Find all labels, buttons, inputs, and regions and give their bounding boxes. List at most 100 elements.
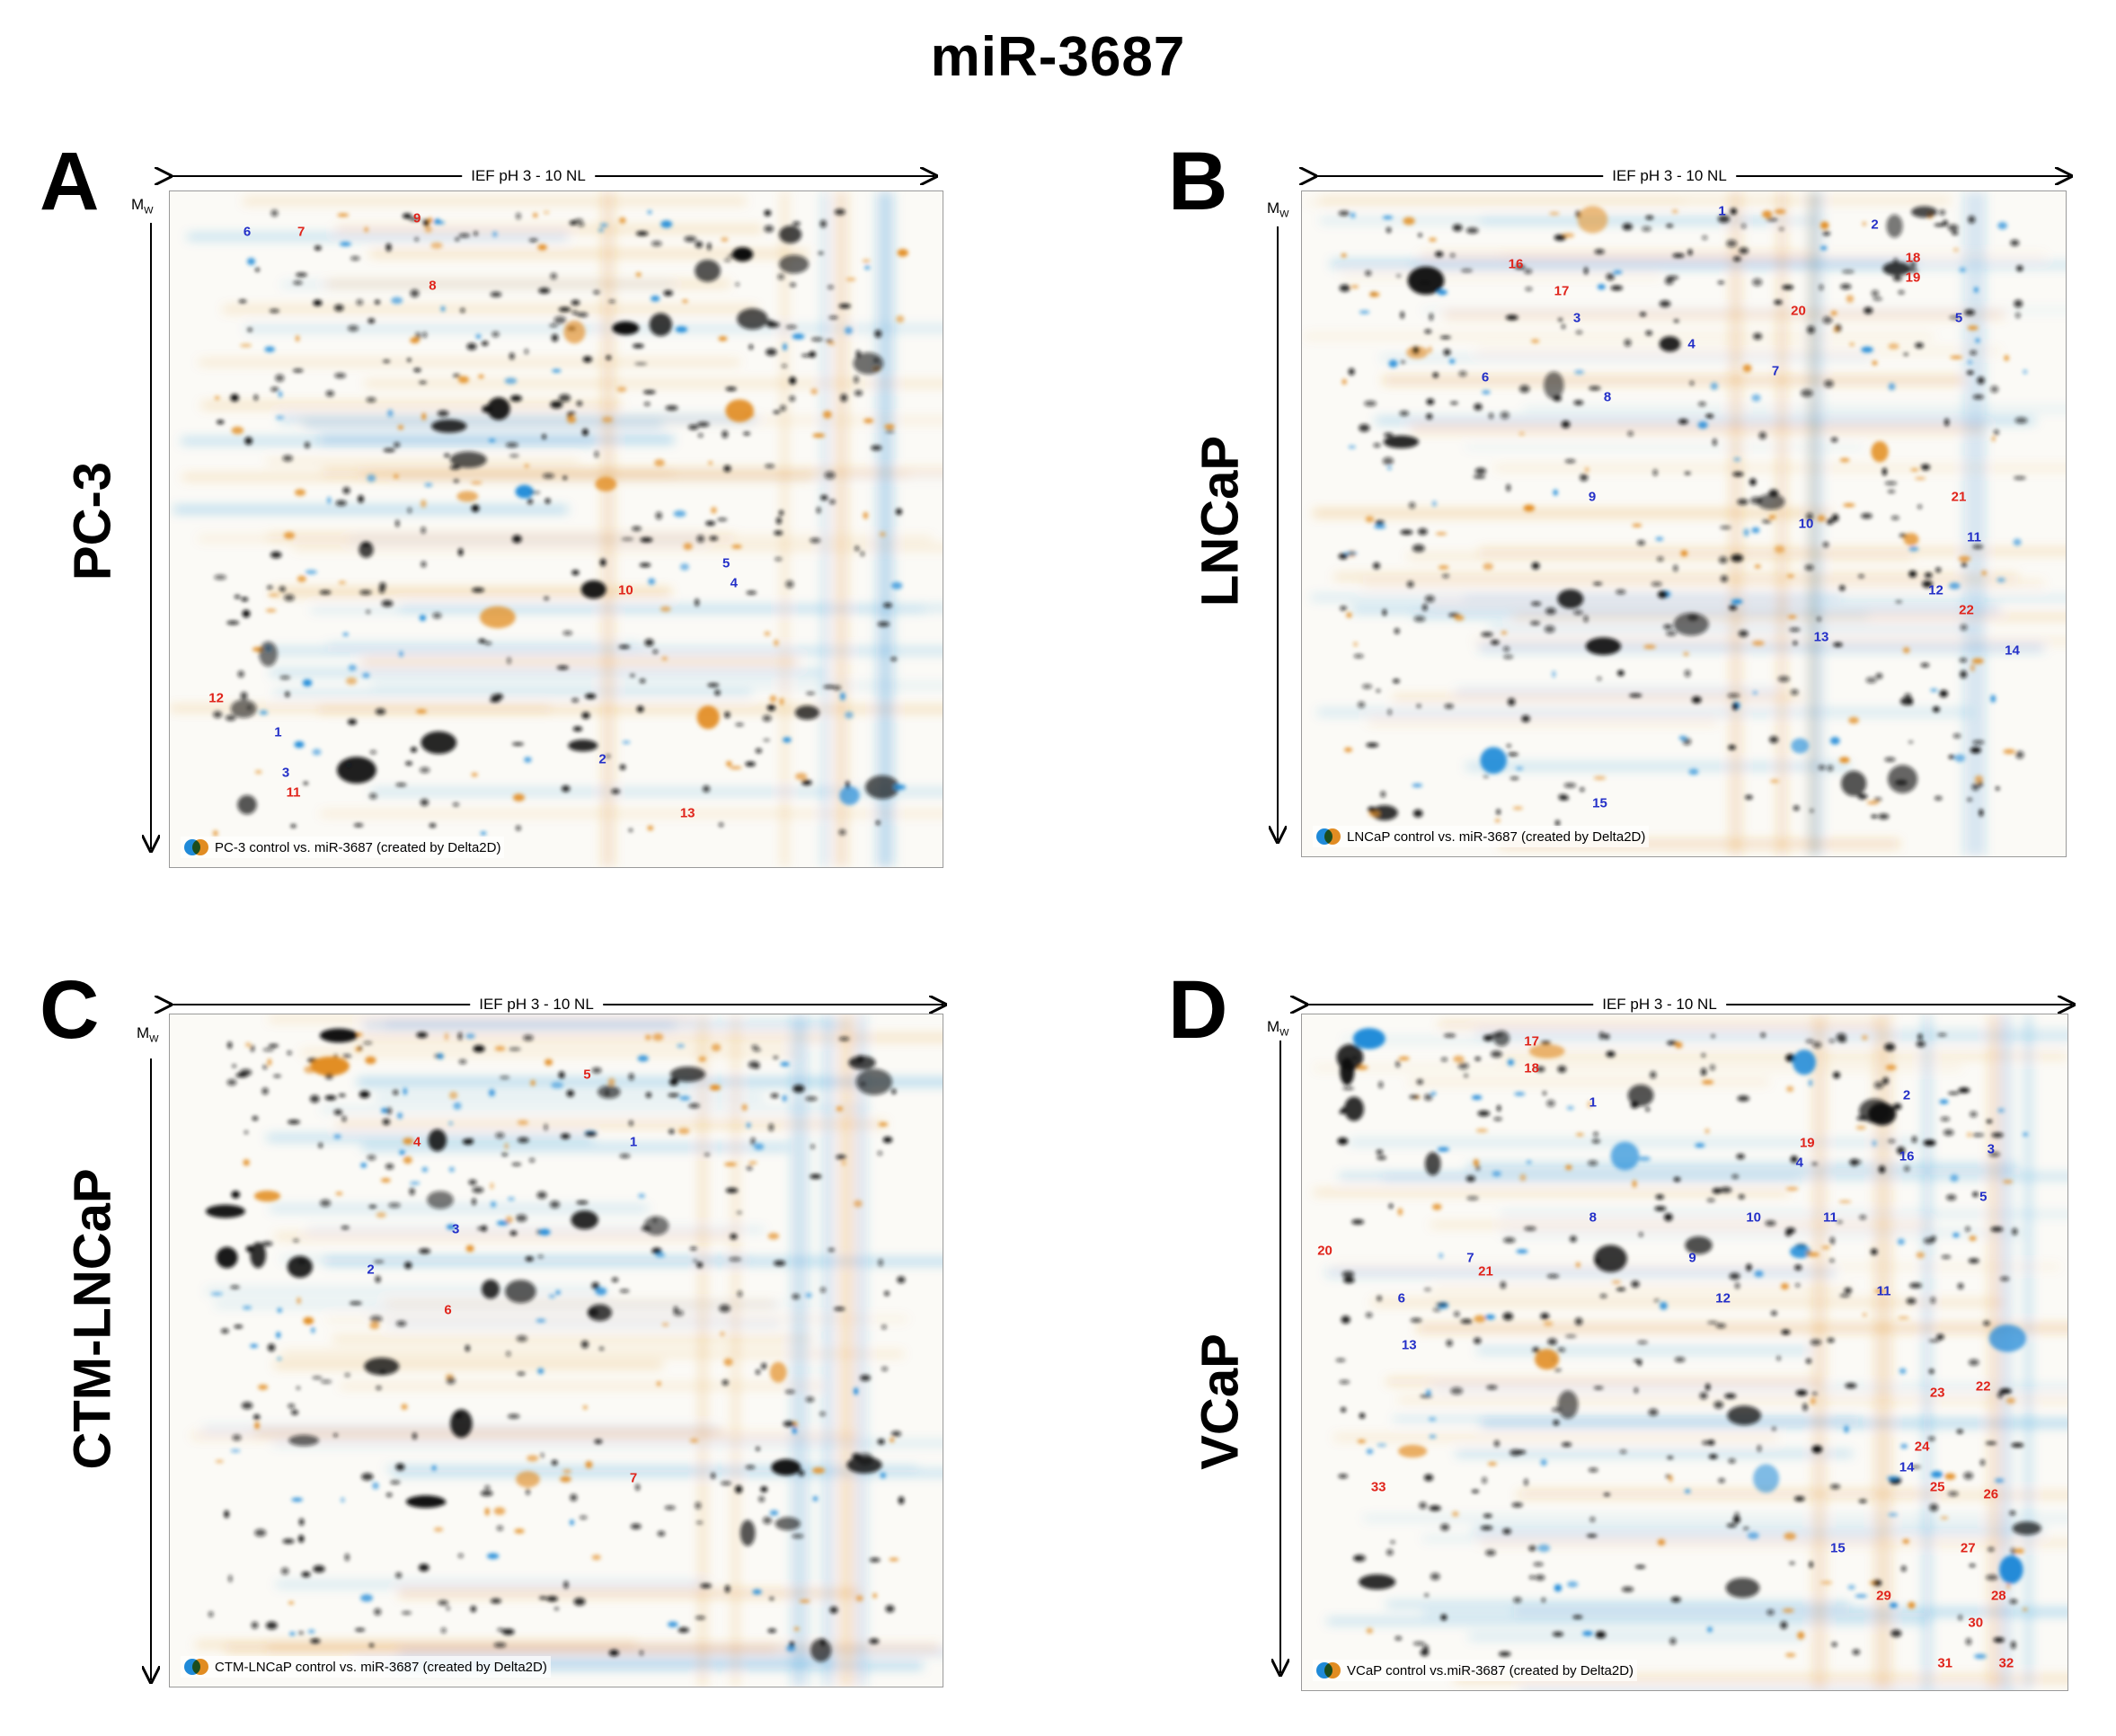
mw-axis-label-c: MW — [137, 1024, 159, 1045]
spot-label: 17 — [1524, 1033, 1539, 1050]
spot-label: 3 — [1572, 310, 1581, 326]
spot-label: 26 — [1983, 1486, 1999, 1502]
spot-label: 22 — [1959, 602, 1974, 618]
spot-label: 9 — [1688, 1250, 1696, 1266]
spot-label: 24 — [1914, 1439, 1930, 1455]
spot-label: 9 — [1588, 489, 1597, 505]
panel-letter-a: A — [40, 136, 100, 227]
gel-caption: CTM-LNCaP control vs. miR-3687 (created … — [181, 1656, 551, 1678]
gel-caption: VCaP control vs.miR-3687 (created by Del… — [1313, 1660, 1638, 1681]
spot-label: 20 — [1317, 1243, 1332, 1259]
spot-label: 19 — [1799, 1135, 1815, 1151]
spot-label: 13 — [1813, 629, 1829, 645]
spot-label: 19 — [1905, 270, 1921, 286]
spot-label: 22 — [1975, 1378, 1991, 1395]
spot-label: 12 — [208, 690, 224, 706]
mw-axis-label-a: MW — [131, 196, 154, 217]
spot-label: 6 — [1481, 369, 1490, 385]
ief-axis-label-b: IEF pH 3 - 10 NL — [1603, 167, 1736, 185]
spot-label: 10 — [1798, 516, 1814, 532]
spot-label: 4 — [413, 1134, 421, 1150]
spot-label: 14 — [2005, 642, 2020, 659]
spot-label: 7 — [629, 1470, 638, 1486]
spot-label: 7 — [1771, 363, 1780, 379]
spot-label: 15 — [1830, 1540, 1846, 1556]
spot-label: 8 — [1589, 1209, 1597, 1226]
spot-label: 2 — [1871, 217, 1879, 233]
ief-axis-label-a: IEF pH 3 - 10 NL — [462, 167, 595, 185]
gel-image-ctm-lncap: CTM-LNCaP control vs. miR-3687 (created … — [169, 1014, 943, 1687]
spot-label: 30 — [1968, 1615, 1984, 1631]
spot-label: 11 — [1876, 1283, 1891, 1299]
panel-letter-d: D — [1168, 964, 1228, 1056]
spot-label: 1 — [1589, 1094, 1597, 1111]
spot-label: 3 — [281, 765, 290, 781]
spot-label: 11 — [1967, 529, 1981, 545]
ief-axis-label-c: IEF pH 3 - 10 NL — [470, 996, 603, 1014]
spot-label: 11 — [1822, 1209, 1837, 1226]
spot-label: 6 — [1397, 1290, 1405, 1306]
panel-letter-b: B — [1168, 136, 1228, 227]
spot-label: 3 — [452, 1221, 460, 1237]
spot-label: 27 — [1960, 1540, 1976, 1556]
spot-label: 29 — [1876, 1588, 1891, 1604]
spot-label: 4 — [730, 575, 738, 591]
spot-label: 6 — [243, 224, 252, 240]
spot-label: 2 — [367, 1262, 375, 1278]
spot-label: 5 — [1979, 1189, 1988, 1205]
spot-label: 14 — [1899, 1459, 1915, 1475]
spot-label: 28 — [1990, 1588, 2006, 1604]
overlay-legend-icon — [1316, 1661, 1341, 1680]
spot-label: 1 — [1718, 203, 1726, 219]
spot-label: 18 — [1524, 1060, 1539, 1076]
spot-label: 10 — [618, 582, 633, 598]
gel-image-lncap: LNCaP control vs. miR-3687 (created by D… — [1301, 190, 2067, 857]
spot-label: 3 — [1987, 1141, 1995, 1157]
spot-label: 7 — [297, 224, 305, 240]
overlay-legend-icon — [1316, 827, 1341, 846]
spot-label: 31 — [1937, 1655, 1953, 1671]
spot-label: 21 — [1478, 1263, 1493, 1280]
spot-label: 17 — [1554, 283, 1570, 299]
spot-label: 16 — [1508, 256, 1524, 272]
spot-label: 13 — [1401, 1337, 1417, 1353]
spot-label: 23 — [1929, 1385, 1945, 1401]
spot-label: 12 — [1715, 1290, 1731, 1306]
gel-caption: LNCaP control vs. miR-3687 (created by D… — [1313, 826, 1650, 847]
gel-image-vcap: VCaP control vs.miR-3687 (created by Del… — [1301, 1014, 2068, 1691]
spot-label: 7 — [1466, 1250, 1474, 1266]
spot-label: 5 — [722, 555, 730, 571]
spot-label: 18 — [1905, 250, 1921, 266]
spot-label: 20 — [1791, 303, 1806, 319]
spot-label: 6 — [444, 1302, 452, 1318]
spot-label: 21 — [1951, 489, 1967, 505]
figure-title: miR-3687 — [930, 26, 1186, 88]
spot-label: 4 — [1687, 336, 1695, 352]
spot-label: 2 — [598, 751, 606, 767]
spot-label: 8 — [1603, 389, 1612, 405]
panel-letter-c: C — [40, 964, 100, 1056]
spot-label: 33 — [1370, 1479, 1386, 1495]
overlay-legend-icon — [184, 1657, 208, 1677]
spot-label: 1 — [274, 724, 282, 740]
spot-label: 11 — [286, 784, 301, 801]
spot-label: 1 — [629, 1134, 638, 1150]
spot-label: 10 — [1746, 1209, 1762, 1226]
spot-label: 16 — [1899, 1148, 1915, 1165]
mw-axis-label-b: MW — [1267, 199, 1289, 220]
spot-label: 2 — [1902, 1087, 1911, 1103]
gel-image-pc3: PC-3 control vs. miR-3687 (created by De… — [169, 190, 943, 868]
ief-axis-label-d: IEF pH 3 - 10 NL — [1593, 996, 1726, 1014]
spot-label: 9 — [413, 210, 421, 226]
spot-label: 5 — [583, 1067, 591, 1083]
spot-label: 15 — [1592, 795, 1607, 811]
spot-label: 25 — [1929, 1479, 1945, 1495]
spot-label: 4 — [1795, 1155, 1803, 1171]
spot-label: 5 — [1954, 310, 1963, 326]
gel-caption: PC-3 control vs. miR-3687 (created by De… — [181, 837, 505, 858]
spot-label: 12 — [1928, 582, 1943, 598]
spot-label: 32 — [1998, 1655, 2014, 1671]
spot-label: 8 — [429, 278, 437, 294]
spot-label: 13 — [679, 805, 695, 821]
mw-axis-label-d: MW — [1267, 1018, 1289, 1039]
